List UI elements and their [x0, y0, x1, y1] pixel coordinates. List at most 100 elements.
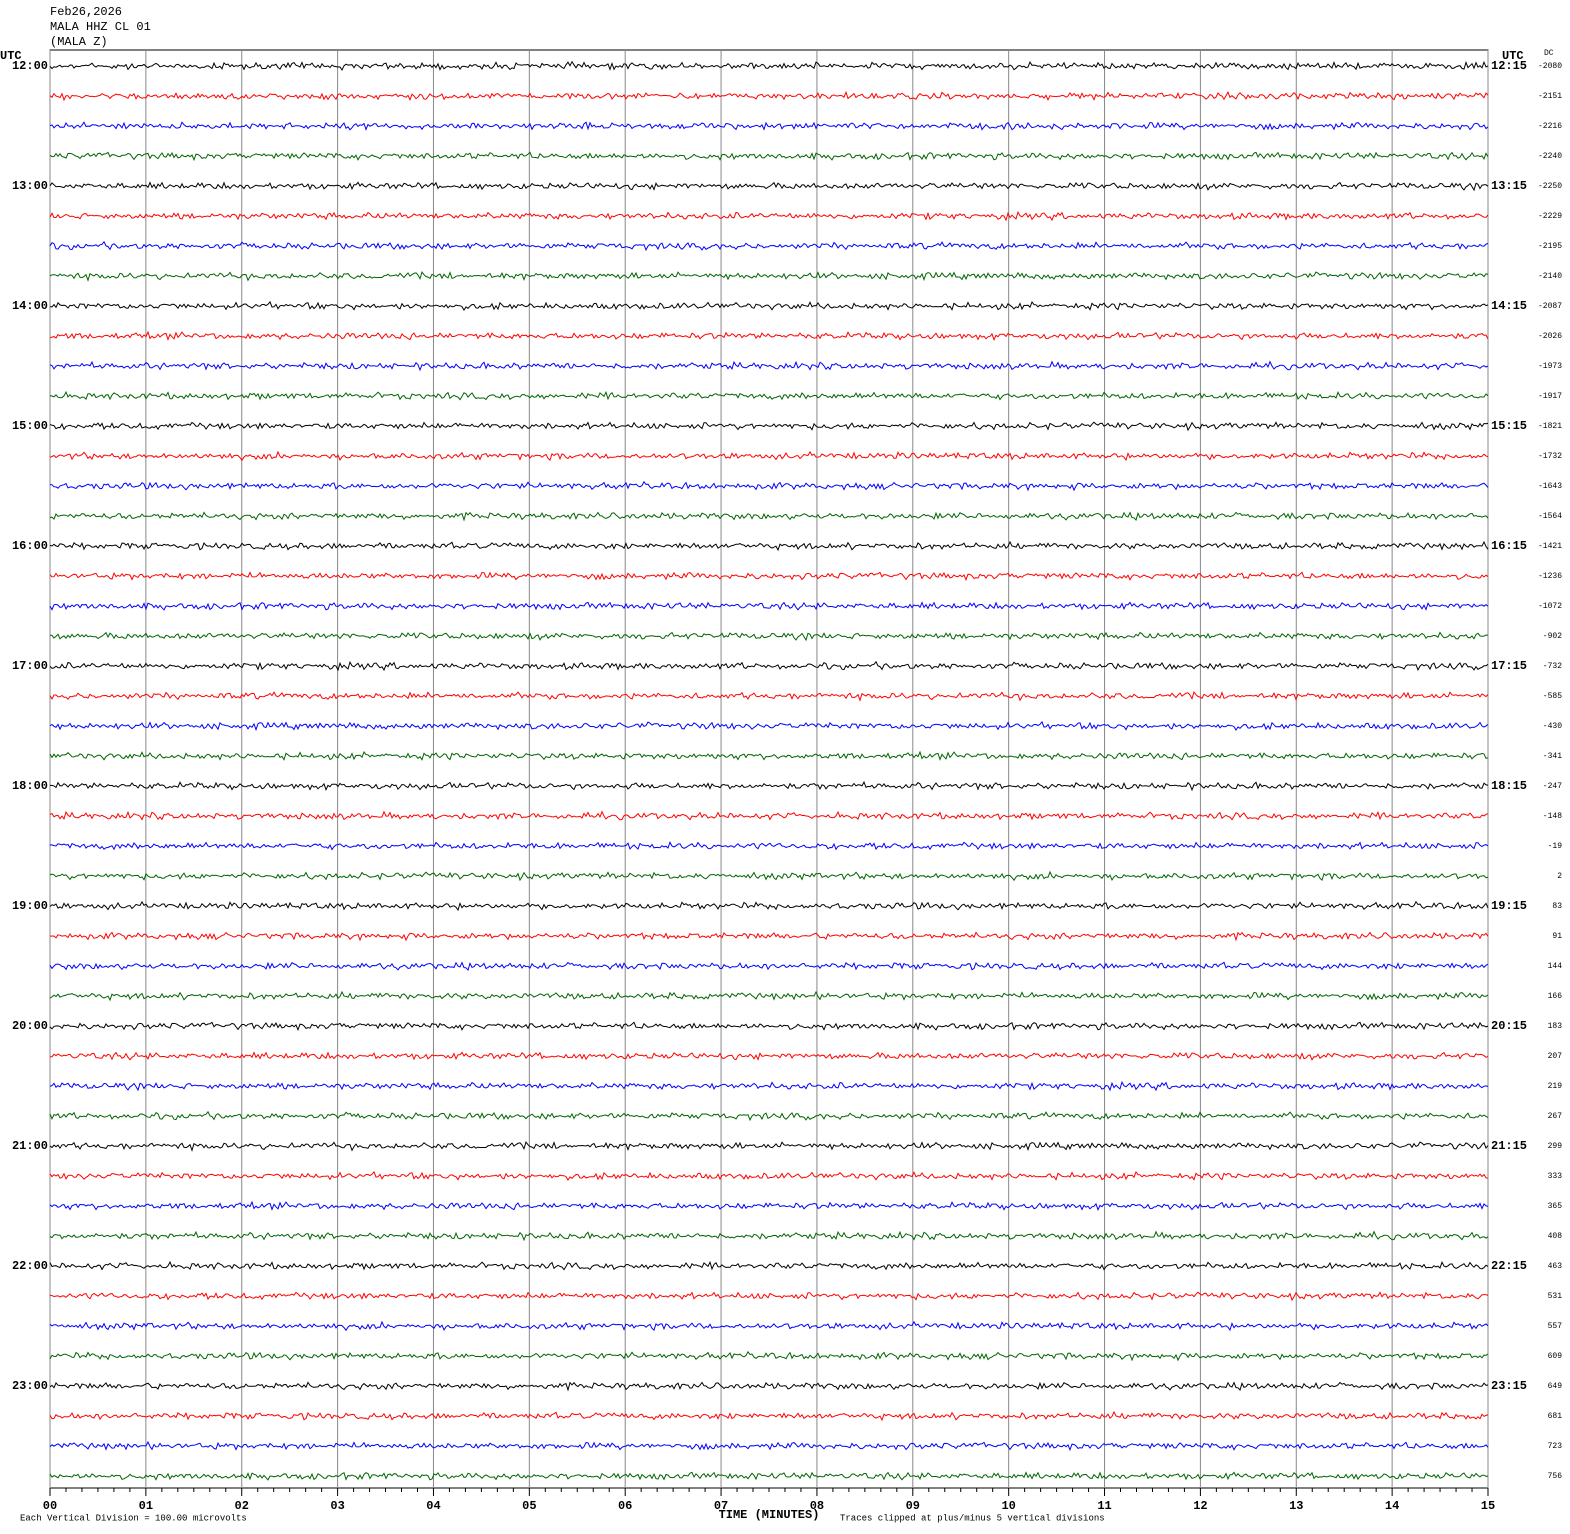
- dc-value: 609: [1548, 1352, 1563, 1361]
- dc-value: -2216: [1538, 122, 1562, 131]
- trace: [49, 1021, 1489, 1032]
- dc-value: -148: [1543, 812, 1562, 821]
- x-tick-label: 01: [139, 1499, 153, 1513]
- trace: [49, 121, 1489, 131]
- row-time-left: 22:00: [12, 1259, 48, 1273]
- header-line: Feb26,2026: [50, 5, 122, 19]
- dc-value: 531: [1548, 1292, 1563, 1301]
- x-tick-label: 15: [1481, 1499, 1495, 1513]
- trace: [49, 60, 1489, 72]
- trace: [49, 300, 1489, 311]
- row-time-right: 13:15: [1491, 179, 1527, 193]
- trace: [49, 870, 1489, 882]
- dc-value: -430: [1543, 722, 1562, 731]
- x-tick-label: 04: [426, 1499, 440, 1513]
- dc-value: 2: [1557, 872, 1562, 881]
- plot-frame: [49, 49, 1489, 1489]
- trace: [49, 1080, 1489, 1092]
- dc-value: 166: [1548, 992, 1563, 1001]
- dc-value: -1072: [1538, 602, 1562, 611]
- trace: [49, 1051, 1489, 1061]
- dc-value: 408: [1548, 1232, 1563, 1241]
- trace: [49, 601, 1489, 611]
- row-time-right: 20:15: [1491, 1019, 1527, 1033]
- dc-value: -1421: [1538, 542, 1562, 551]
- trace: [49, 1440, 1489, 1452]
- dc-value: 183: [1548, 1022, 1563, 1031]
- dc-value: 756: [1548, 1472, 1563, 1481]
- dc-value: -2151: [1538, 92, 1562, 101]
- row-time-left: 21:00: [12, 1139, 48, 1153]
- trace: [49, 1320, 1489, 1332]
- row-time-right: 16:15: [1491, 539, 1527, 553]
- row-time-left: 19:00: [12, 899, 48, 913]
- trace: [49, 181, 1489, 192]
- utc-right: UTC: [1502, 49, 1524, 63]
- x-tick-label: 10: [1001, 1499, 1015, 1513]
- trace: [49, 390, 1489, 401]
- dc-value: 91: [1552, 932, 1562, 941]
- dc-value: 144: [1548, 962, 1563, 971]
- trace: [49, 660, 1489, 672]
- trace: [49, 151, 1489, 162]
- x-tick-label: 11: [1097, 1499, 1111, 1513]
- row-time-left: 15:00: [12, 419, 48, 433]
- trace: [49, 1200, 1489, 1212]
- x-tick-label: 08: [810, 1499, 824, 1513]
- dc-label: DC: [1544, 49, 1554, 58]
- row-time-right: 23:15: [1491, 1379, 1527, 1393]
- trace: [49, 1381, 1489, 1392]
- row-time-right: 12:15: [1491, 59, 1527, 73]
- dc-value: -2080: [1538, 62, 1562, 71]
- trace: [49, 931, 1489, 942]
- x-tick-label: 03: [330, 1499, 344, 1513]
- x-tick-label: 09: [906, 1499, 920, 1513]
- trace: [49, 90, 1489, 102]
- dc-value: -1732: [1538, 452, 1562, 461]
- trace: [49, 571, 1489, 582]
- dc-value: -902: [1543, 632, 1562, 641]
- row-time-left: 20:00: [12, 1019, 48, 1033]
- header-line: (MALA Z): [50, 35, 108, 49]
- trace: [49, 961, 1489, 971]
- row-time-left: 16:00: [12, 539, 48, 553]
- row-time-left: 13:00: [12, 179, 48, 193]
- dc-value: 299: [1548, 1142, 1563, 1151]
- trace: [49, 631, 1489, 642]
- trace: [49, 540, 1489, 552]
- row-time-left: 23:00: [12, 1379, 48, 1393]
- trace: [49, 750, 1489, 761]
- trace: [49, 900, 1489, 912]
- x-tick-label: 02: [235, 1499, 249, 1513]
- utc-left: UTC: [0, 49, 22, 63]
- dc-value: -2229: [1538, 212, 1562, 221]
- dc-value: 267: [1548, 1112, 1563, 1121]
- row-time-right: 19:15: [1491, 899, 1527, 913]
- x-tick-label: 07: [714, 1499, 728, 1513]
- trace: [49, 421, 1489, 432]
- trace: [49, 1471, 1489, 1481]
- dc-value: 365: [1548, 1202, 1563, 1211]
- footnote: Each Vertical Division = 100.00 microvol…: [20, 1513, 247, 1523]
- trace: [49, 480, 1489, 492]
- row-time-right: 14:15: [1491, 299, 1527, 313]
- trace: [49, 810, 1489, 821]
- dc-value: 557: [1548, 1322, 1563, 1331]
- dc-value: 207: [1548, 1052, 1563, 1061]
- trace: [49, 720, 1489, 732]
- trace: [49, 1291, 1489, 1302]
- trace: [49, 1260, 1489, 1271]
- trace: [49, 691, 1489, 702]
- trace: [49, 240, 1489, 252]
- row-time-right: 21:15: [1491, 1139, 1527, 1153]
- x-tick-label: 06: [618, 1499, 632, 1513]
- dc-value: -2240: [1538, 152, 1562, 161]
- trace: [49, 330, 1489, 342]
- header-line: MALA HHZ CL 01: [50, 20, 151, 34]
- trace: [49, 1410, 1489, 1422]
- row-time-right: 17:15: [1491, 659, 1527, 673]
- trace: [49, 990, 1489, 1002]
- trace: [49, 1170, 1489, 1181]
- dc-value: -247: [1543, 782, 1562, 791]
